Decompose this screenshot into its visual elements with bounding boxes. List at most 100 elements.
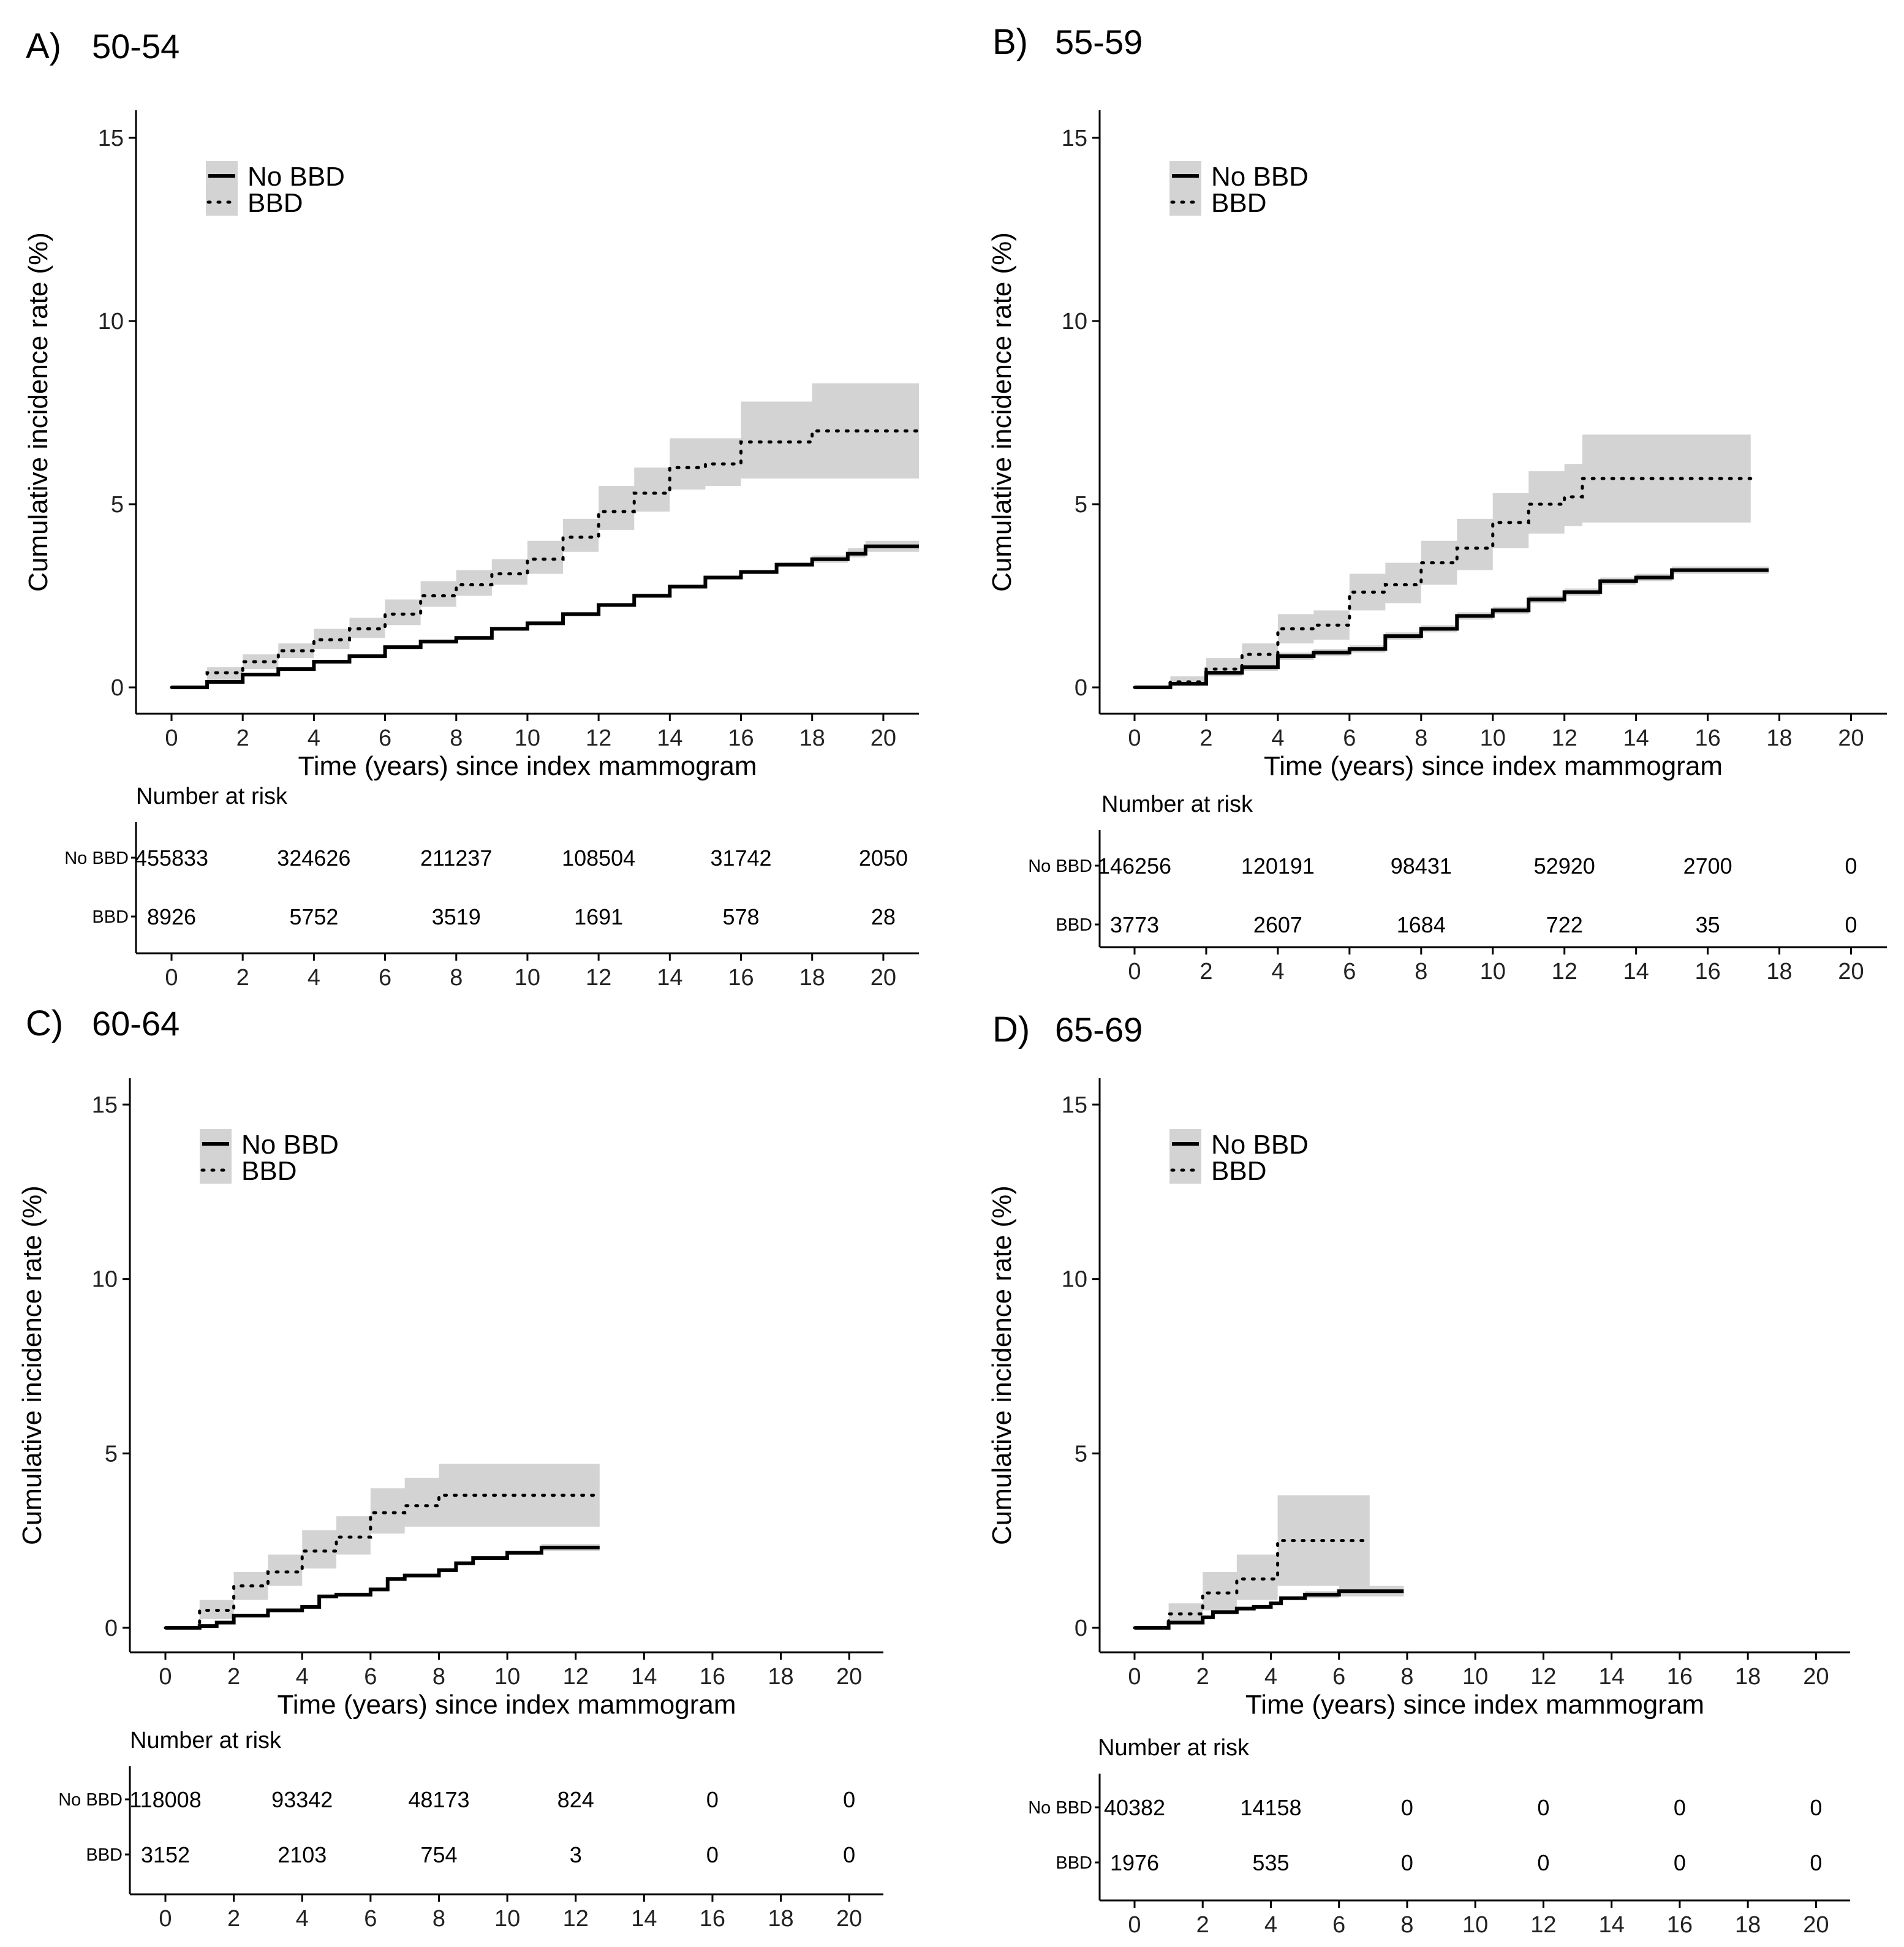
- risk-x-tick-label: 12: [586, 965, 611, 991]
- risk-x-tick-label: 2: [1196, 1912, 1209, 1938]
- series-line-bbd: [1133, 477, 1753, 689]
- y-axis-title: Cumulative incidence rate (%): [987, 232, 1017, 592]
- x-tick-label: 6: [1343, 725, 1356, 751]
- risk-x-tick-label: 6: [1332, 1912, 1345, 1938]
- risk-value: 1684: [1397, 912, 1446, 937]
- risk-value: 3152: [141, 1842, 190, 1867]
- risk-row-label: BBD: [1056, 915, 1092, 935]
- risk-x-tick-label: 20: [871, 965, 896, 991]
- x-tick-label: 10: [494, 1664, 520, 1690]
- risk-x-tick-label: 8: [1400, 1912, 1413, 1938]
- x-tick-label: 0: [1128, 1664, 1141, 1690]
- risk-value: 2103: [278, 1842, 327, 1867]
- risk-row-label: BBD: [86, 1845, 123, 1865]
- risk-value: 0: [1845, 912, 1857, 937]
- x-tick-label: 6: [364, 1664, 377, 1690]
- x-tick-label: 4: [1264, 1664, 1277, 1690]
- risk-value: 31742: [710, 845, 771, 871]
- risk-row-label: BBD: [1056, 1853, 1092, 1873]
- y-tick-label: 10: [98, 309, 124, 335]
- y-tick-label: 5: [105, 1441, 118, 1467]
- risk-value: 3: [570, 1842, 582, 1867]
- risk-value: 0: [706, 1787, 719, 1812]
- y-tick-label: 15: [92, 1092, 118, 1118]
- risk-x-tick-label: 10: [1462, 1912, 1488, 1938]
- legend-label-bbd: BBD: [1211, 1156, 1266, 1186]
- x-tick-label: 10: [1480, 725, 1506, 751]
- legend-label-no-bbd: No BBD: [1211, 1130, 1309, 1160]
- risk-x-tick-label: 10: [515, 965, 540, 991]
- x-tick-label: 12: [586, 725, 611, 751]
- risk-row-label: No BBD: [64, 849, 129, 868]
- x-tick-label: 8: [450, 725, 463, 751]
- panel-letter: D): [992, 1010, 1030, 1049]
- legend-label-no-bbd: No BBD: [1211, 162, 1309, 192]
- x-tick-label: 14: [631, 1664, 657, 1690]
- risk-x-tick-label: 16: [1694, 959, 1720, 985]
- risk-x-tick-label: 8: [433, 1906, 445, 1932]
- legend-label-bbd: BBD: [1211, 188, 1266, 218]
- risk-value: 93342: [271, 1787, 333, 1812]
- x-tick-label: 0: [159, 1664, 172, 1690]
- risk-x-tick-label: 8: [450, 965, 463, 991]
- x-tick-label: 20: [871, 725, 896, 751]
- risk-value: 35: [1696, 912, 1720, 937]
- risk-x-tick-label: 10: [494, 1906, 520, 1932]
- x-tick-label: 18: [799, 725, 825, 751]
- x-tick-label: 2: [236, 725, 249, 751]
- x-tick-label: 4: [296, 1664, 309, 1690]
- x-tick-label: 4: [1271, 725, 1284, 751]
- y-axis-title: Cumulative incidence rate (%): [23, 232, 53, 592]
- series-line-bbd: [170, 429, 921, 689]
- risk-value: 108504: [562, 845, 635, 871]
- x-tick-label: 12: [563, 1664, 589, 1690]
- x-tick-label: 8: [1415, 725, 1427, 751]
- x-tick-label: 6: [1332, 1664, 1345, 1690]
- risk-value: 0: [1810, 1850, 1822, 1875]
- series-line-no-bbd: [165, 1546, 600, 1630]
- risk-x-tick-label: 18: [799, 965, 825, 991]
- risk-x-tick-label: 0: [159, 1906, 172, 1932]
- risk-x-tick-label: 6: [1343, 959, 1356, 985]
- y-tick-label: 0: [111, 675, 124, 701]
- risk-value: 535: [1252, 1850, 1289, 1875]
- risk-x-tick-label: 2: [1199, 959, 1212, 985]
- risk-value: 28: [871, 904, 896, 929]
- series-line-no-bbd: [1135, 568, 1769, 689]
- y-axis-title: Cumulative incidence rate (%): [17, 1185, 47, 1545]
- panel-letter: A): [26, 26, 61, 66]
- x-tick-label: 14: [657, 725, 682, 751]
- risk-value: 0: [706, 1842, 719, 1867]
- y-tick-label: 15: [1062, 1092, 1087, 1118]
- risk-value: 52920: [1534, 853, 1595, 879]
- risk-x-tick-label: 16: [700, 1906, 725, 1932]
- panel-letter: B): [992, 22, 1028, 62]
- x-tick-label: 16: [1667, 1664, 1693, 1690]
- y-tick-label: 15: [1062, 126, 1087, 151]
- risk-value: 0: [1401, 1850, 1413, 1875]
- x-tick-label: 14: [1623, 725, 1649, 751]
- risk-x-tick-label: 18: [1766, 959, 1792, 985]
- risk-x-tick-label: 10: [1480, 959, 1506, 985]
- panel-title: 65-69: [1055, 1010, 1143, 1049]
- risk-x-tick-label: 12: [1552, 959, 1577, 985]
- risk-x-tick-label: 18: [1735, 1912, 1761, 1938]
- risk-value: 2700: [1683, 853, 1732, 879]
- risk-value: 146256: [1098, 853, 1171, 879]
- x-tick-label: 18: [1766, 725, 1792, 751]
- risk-value: 0: [1845, 853, 1857, 879]
- x-tick-label: 20: [1838, 725, 1864, 751]
- risk-x-tick-label: 2: [236, 965, 249, 991]
- risk-table: Number at risk No BBD 455833 324626 211237 10…: [64, 784, 919, 991]
- x-tick-label: 6: [379, 725, 391, 751]
- risk-value: 1976: [1110, 1850, 1159, 1875]
- risk-value: 324626: [277, 845, 350, 871]
- x-tick-label: 16: [728, 725, 754, 751]
- risk-table: Number at risk No BBD 40382 14158 0 0 0 0 BBD 197…: [1028, 1735, 1850, 1938]
